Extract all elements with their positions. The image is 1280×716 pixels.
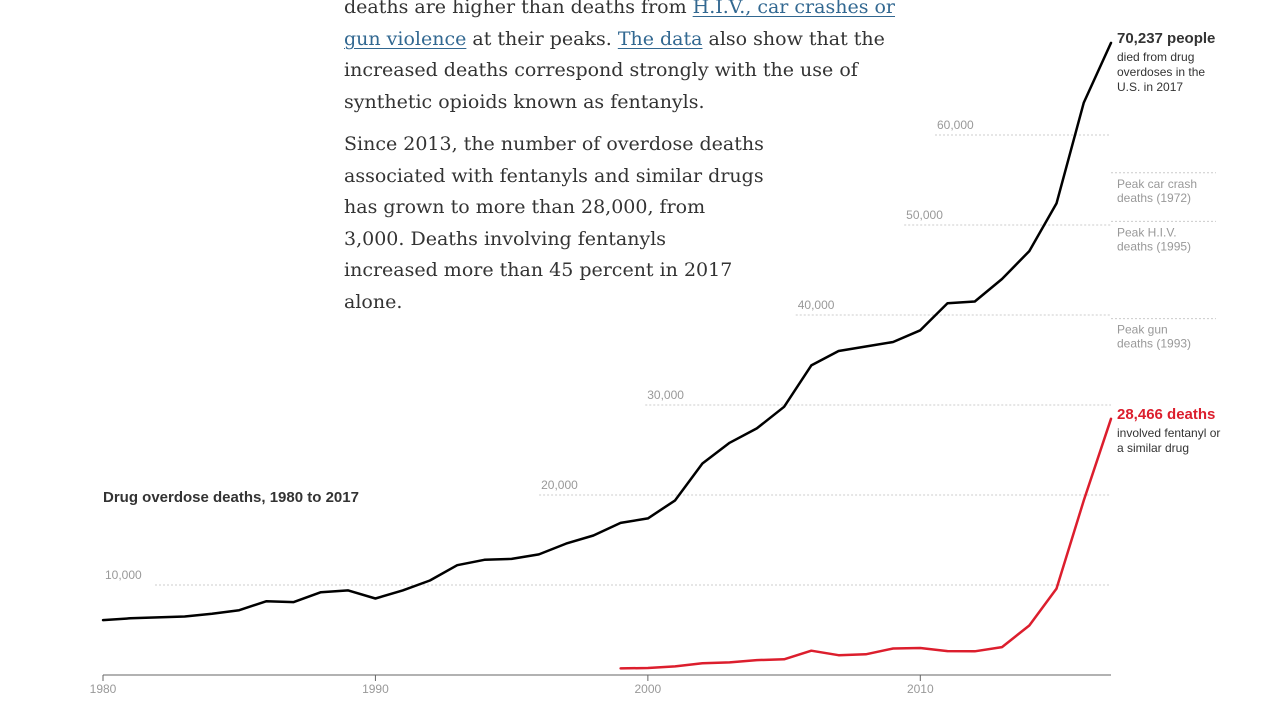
gridlines: 10,000 20,000 30,000 40,000 50,000 60,000	[105, 118, 1111, 586]
reference-label: Peak car crash deaths (1972)	[1117, 177, 1197, 205]
reference-label: Peak gun deaths (1993)	[1117, 323, 1191, 351]
x-tick-label: 1990	[362, 682, 389, 696]
y-tick-label: 50,000	[906, 208, 943, 222]
article-paragraph-1: deaths are higher than deaths from H.I.V…	[344, 0, 904, 118]
total-deaths-line	[101, 41, 1113, 622]
series-lines	[101, 41, 1113, 670]
y-tick-label: 30,000	[647, 388, 684, 402]
para1-text3: also show that the increased deaths corr…	[344, 27, 885, 113]
chart-title: Drug overdose deaths, 1980 to 2017	[103, 489, 359, 506]
reference-label: Peak H.I.V. deaths (1995)	[1117, 225, 1191, 253]
fentanyl-deaths-line	[619, 417, 1113, 670]
x-tick-label: 2000	[635, 682, 662, 696]
annotation-text: died from drug overdoses in the U.S. in 20…	[1117, 50, 1205, 94]
annotation-headline: 70,237 people	[1117, 30, 1215, 47]
annotation-text: involved fentanyl or a similar drug	[1117, 426, 1220, 455]
the-data-link[interactable]: The data	[617, 27, 703, 50]
y-tick-label: 40,000	[798, 298, 835, 312]
reference-lines: Peak car crash deaths (1972) Peak H.I.V. de…	[1111, 172, 1216, 351]
y-tick-label: 60,000	[937, 118, 974, 132]
annotations: 70,237 people died from drug overdoses in …	[1117, 30, 1220, 455]
article-paragraph-2: Since 2013, the number of overdose death…	[344, 133, 764, 313]
para1-text2: at their peaks.	[466, 27, 618, 50]
y-tick-label: 20,000	[541, 478, 578, 492]
x-tick-label: 1980	[90, 682, 117, 696]
x-tick-label: 2010	[907, 682, 934, 696]
annotation-headline: 28,466 deaths	[1117, 406, 1215, 423]
x-axis: 1980 1990 2000 2010	[90, 674, 1111, 696]
para1-text1: deaths are higher than deaths from	[344, 0, 693, 18]
hiv-car-crashes-gun-violence-link[interactable]: H.I.V., car crashes or gun violence	[344, 0, 896, 50]
y-tick-label: 10,000	[105, 568, 142, 582]
